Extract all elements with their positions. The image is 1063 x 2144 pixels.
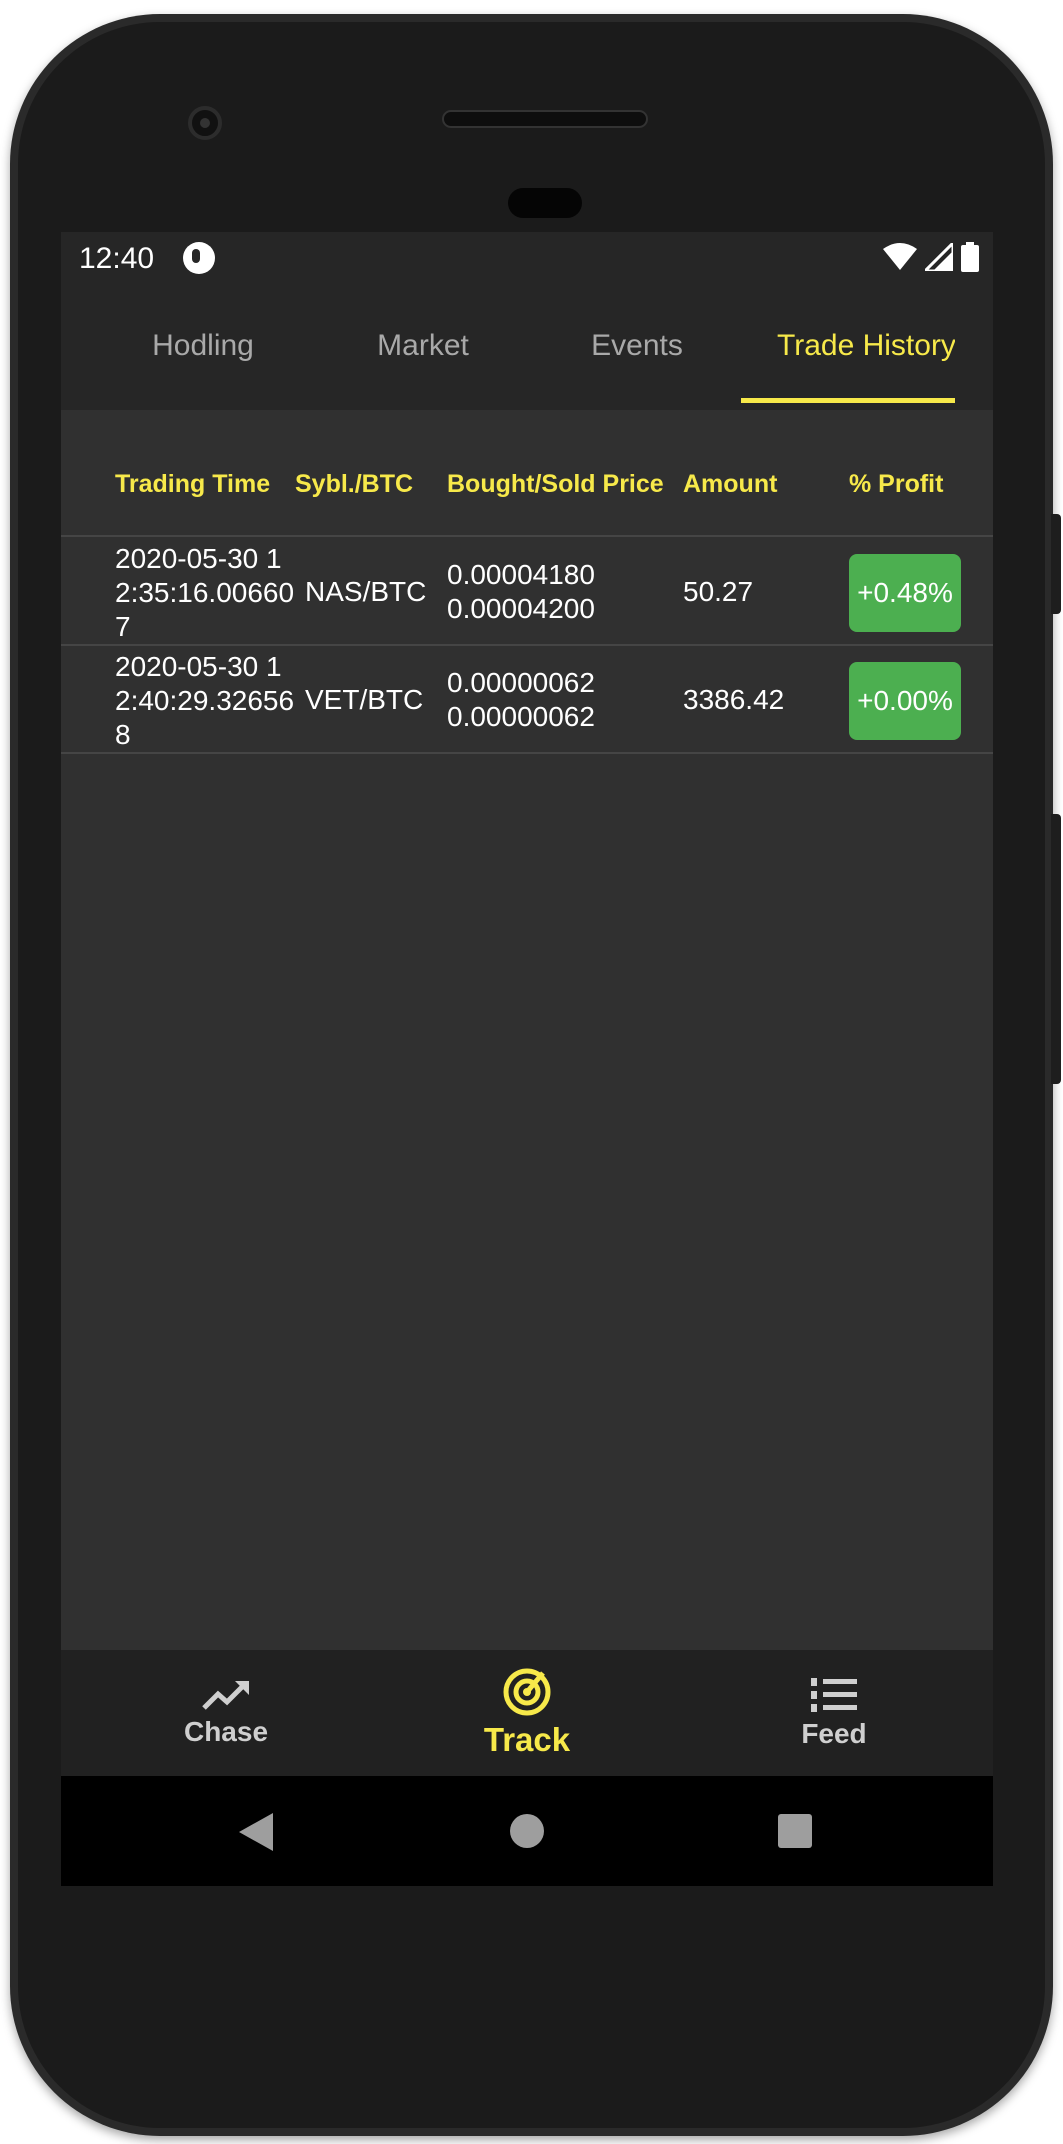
profit-badge: +0.48% <box>849 554 961 632</box>
amount: 50.27 <box>683 576 754 607</box>
tab-hodling[interactable]: Hodling <box>101 282 305 410</box>
active-tab-indicator <box>741 398 955 403</box>
sold-price: 0.00000062 <box>447 701 595 732</box>
front-camera <box>188 106 222 140</box>
tab-market[interactable]: Market <box>321 282 525 410</box>
price: 0.00004180 0.00004200 <box>447 558 595 626</box>
status-time: 12:40 <box>79 242 155 275</box>
overview-icon[interactable] <box>777 1813 813 1849</box>
profit-badge: +0.00% <box>849 662 961 740</box>
tab-trade-history[interactable]: Trade History <box>741 282 955 410</box>
proximity-sensor <box>508 188 582 218</box>
price: 0.00000062 0.00000062 <box>447 666 595 734</box>
bottom-navigation: Chase Track Feed <box>61 1650 993 1776</box>
nav-chase[interactable]: Chase <box>121 1650 331 1776</box>
tab-label: Hodling <box>152 329 254 362</box>
table-row[interactable]: 2020-05-30 12:40:29.326568 VET/BTC 0.000… <box>61 646 993 754</box>
app-notification-icon <box>183 242 215 274</box>
top-tab-bar: Hodling Market Events Trade History <box>61 282 993 410</box>
signal-icon <box>925 243 953 271</box>
trending-up-icon <box>202 1681 249 1710</box>
tab-label: Trade History <box>777 329 955 362</box>
trading-time: 2020-05-30 12:35:16.006607 <box>115 543 295 642</box>
nav-label: Track <box>483 1721 571 1758</box>
header-profit: % Profit <box>849 470 944 498</box>
sold-price: 0.00004200 <box>447 593 595 624</box>
earpiece-speaker <box>442 110 648 128</box>
power-button <box>1051 514 1061 614</box>
status-bar: 12:40 <box>61 232 993 282</box>
home-icon[interactable] <box>509 1813 545 1849</box>
tab-label: Market <box>377 329 469 362</box>
back-icon[interactable] <box>239 1813 273 1851</box>
numbered-list-icon <box>811 1678 857 1712</box>
volume-button <box>1051 814 1061 1084</box>
symbol: NAS/BTC <box>305 576 427 607</box>
nav-feed[interactable]: Feed <box>729 1650 939 1776</box>
symbol: VET/BTC <box>305 684 424 715</box>
tab-events[interactable]: Events <box>535 282 739 410</box>
app-screen: 12:40 Hodling Market Events Trad <box>61 232 993 1886</box>
table-header: Trading Time Sybl./BTC Bought/Sold Price… <box>61 410 993 537</box>
amount: 3386.42 <box>683 684 785 715</box>
tab-label: Events <box>591 329 683 362</box>
trading-time: 2020-05-30 12:40:29.326568 <box>115 651 295 750</box>
header-amount: Amount <box>683 470 778 498</box>
status-icons <box>883 242 979 272</box>
table-row[interactable]: 2020-05-30 12:35:16.006607 NAS/BTC 0.000… <box>61 538 993 646</box>
radar-icon <box>503 1668 551 1716</box>
wifi-icon <box>883 243 917 270</box>
header-trading-time: Trading Time <box>115 470 271 498</box>
nav-label: Feed <box>801 1718 867 1749</box>
system-navigation-bar <box>61 1776 993 1886</box>
header-price: Bought/Sold Price <box>447 470 664 498</box>
nav-track[interactable]: Track <box>421 1650 633 1776</box>
bought-price: 0.00000062 <box>447 667 595 698</box>
header-symbol: Sybl./BTC <box>295 470 414 498</box>
nav-label: Chase <box>183 1716 269 1747</box>
bought-price: 0.00004180 <box>447 559 595 590</box>
battery-icon <box>961 242 979 272</box>
